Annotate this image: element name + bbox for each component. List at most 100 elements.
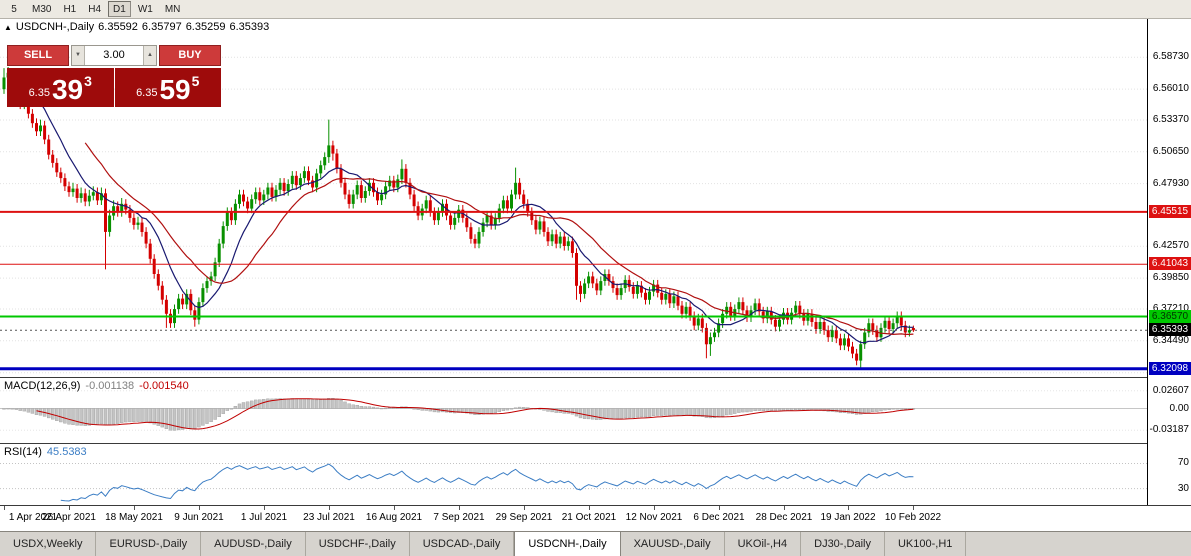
lot-size-spinner[interactable]: ▼ 3.00 ▲ [71,45,157,66]
ohlc-close: 6.35393 [229,21,270,33]
chart-tab-usdcad-daily[interactable]: USDCAD-,Daily [410,532,515,556]
date-tick [134,506,135,510]
date-tick [719,506,720,510]
date-tick [394,506,395,510]
chart-tab-bar: USDX,Weekly EURUSD-,Daily AUDUSD-,Daily USD… [0,531,1191,556]
price-line-badge: 6.45515 [1149,205,1191,218]
timeframe-button-w1[interactable]: W1 [132,1,158,17]
chart-tab-uk100-h1[interactable]: UK100-,H1 [885,532,967,556]
chart-tab-dj30-daily[interactable]: DJ30-,Daily [801,532,885,556]
buy-price-sup: 5 [191,73,200,89]
date-label: 16 Aug 2021 [365,512,423,523]
date-label: 18 May 2021 [105,512,163,523]
price-axis-label: 6.56010 [1152,83,1189,94]
pane-separator[interactable] [0,443,1191,444]
rsi-line [60,463,914,502]
pane-separator[interactable] [0,377,1191,378]
price-axis-label: 6.42570 [1152,240,1189,251]
macd-label: MACD(12,26,9) -0.001138 -0.001540 [4,380,194,392]
chart-tab-audusd-daily[interactable]: AUDUSD-,Daily [201,532,306,556]
one-click-trade-panel: SELL ▼ 3.00 ▲ BUY 6.35 39 3 6.35 59 5 [7,45,221,107]
sell-button[interactable]: SELL [7,45,69,66]
date-label: 12 Nov 2021 [625,512,683,523]
date-tick [913,506,914,510]
macd-pane[interactable] [0,378,1147,443]
date-label: 23 Jul 2021 [303,512,355,523]
macd-name: MACD(12,26,9) [4,380,81,392]
price-axis-label: 6.47930 [1152,178,1189,189]
timeframe-button-mn[interactable]: MN [159,1,186,17]
lot-increase-icon[interactable]: ▲ [143,46,156,65]
price-gridlines [0,56,1147,374]
date-label: 21 Oct 2021 [561,512,617,523]
current-price-badge: 6.35393 [1149,323,1191,336]
date-label: 28 Dec 2021 [755,512,813,523]
chart-tab-usdchf-daily[interactable]: USDCHF-,Daily [306,532,410,556]
date-tick [264,506,265,510]
sell-price-sup: 3 [84,73,92,89]
timeframe-button-h1[interactable]: H1 [58,1,82,17]
price-axis-label: 6.58730 [1152,51,1189,62]
date-label: 10 Feb 2022 [884,512,942,523]
timeframe-toolbar: 5 M30 H1 H4 D1 W1 MN [0,0,1191,19]
moving-average-lines [39,102,914,344]
price-axis-label: 6.53370 [1152,114,1189,125]
timeframe-button-m30[interactable]: M30 [27,1,57,17]
macd-signal-value: -0.001540 [139,380,189,392]
rsi-pane[interactable] [0,444,1147,505]
timeframe-button-5[interactable]: 5 [3,1,25,17]
price-axis-label: 6.50650 [1152,146,1189,157]
horizontal-price-lines [0,210,1147,371]
date-tick [329,506,330,510]
time-axis[interactable]: 1 Apr 2021 26 Apr 2021 18 May 2021 9 Jun 20… [0,506,1191,531]
ohlc-open: 6.35592 [98,21,138,33]
timeframe-button-d1[interactable]: D1 [108,1,131,17]
date-label: 6 Dec 2021 [693,512,745,523]
price-axis-label: 6.37210 [1152,303,1189,314]
date-tick [589,506,590,510]
rsi-axis-label: 30 [1177,483,1189,494]
date-label: 7 Sep 2021 [433,512,485,523]
date-label: 1 Jul 2021 [240,512,288,523]
chart-window: ▲ USDCNH-,Daily 6.35592 6.35797 6.35259 6.353… [0,19,1191,531]
buy-price-box[interactable]: 6.35 59 5 [114,68,221,107]
price-axis-label: 6.34490 [1152,335,1189,346]
sell-price-big: 39 [51,74,84,106]
date-tick [4,506,5,510]
ohlc-high: 6.35797 [141,21,182,33]
date-label: 1 Apr 2021 [8,512,58,523]
sell-price-prefix: 6.35 [28,87,50,99]
chart-tab-xauusd-daily[interactable]: XAUUSD-,Daily [621,532,725,556]
buy-price-prefix: 6.35 [136,87,158,99]
buy-button[interactable]: BUY [159,45,221,66]
chart-tab-ukoil-h4[interactable]: UKOil-,H4 [725,532,802,556]
timeframe-button-h4[interactable]: H4 [83,1,107,17]
chart-title: USDCNH-,Daily [15,21,95,33]
date-tick [848,506,849,510]
price-axis[interactable]: 6.58730 6.56010 6.53370 6.50650 6.47930 6.425… [1147,19,1191,505]
macd-signal-line [36,398,914,430]
buy-price-big: 59 [159,74,191,106]
candles [2,67,915,369]
date-tick [784,506,785,510]
macd-histogram [2,398,916,431]
price-line-badge: 6.32098 [1149,362,1191,375]
lot-decrease-icon[interactable]: ▼ [72,46,85,65]
sell-price-box[interactable]: 6.35 39 3 [7,68,114,107]
chart-shift-marker-icon: ▲ [4,23,12,32]
rsi-name: RSI(14) [4,446,42,458]
rsi-axis-label: 70 [1177,457,1189,468]
lot-size-value[interactable]: 3.00 [103,49,125,61]
date-tick [69,506,70,510]
rsi-value: 45.5383 [46,446,87,458]
chart-tab-usdcnh-daily[interactable]: USDCNH-,Daily [514,532,621,556]
date-label: 9 Jun 2021 [174,512,224,523]
chart-ohlc-header: ▲ USDCNH-,Daily 6.35592 6.35797 6.35259 6.353… [4,21,273,33]
date-tick [199,506,200,510]
ohlc-low: 6.35259 [185,21,226,33]
date-tick [524,506,525,510]
macd-axis-label: 0.02607 [1152,385,1189,396]
macd-axis-label: 0.00 [1169,403,1189,414]
chart-tab-eurusd-daily[interactable]: EURUSD-,Daily [96,532,202,556]
chart-tab-usdx-weekly[interactable]: USDX,Weekly [0,532,97,556]
